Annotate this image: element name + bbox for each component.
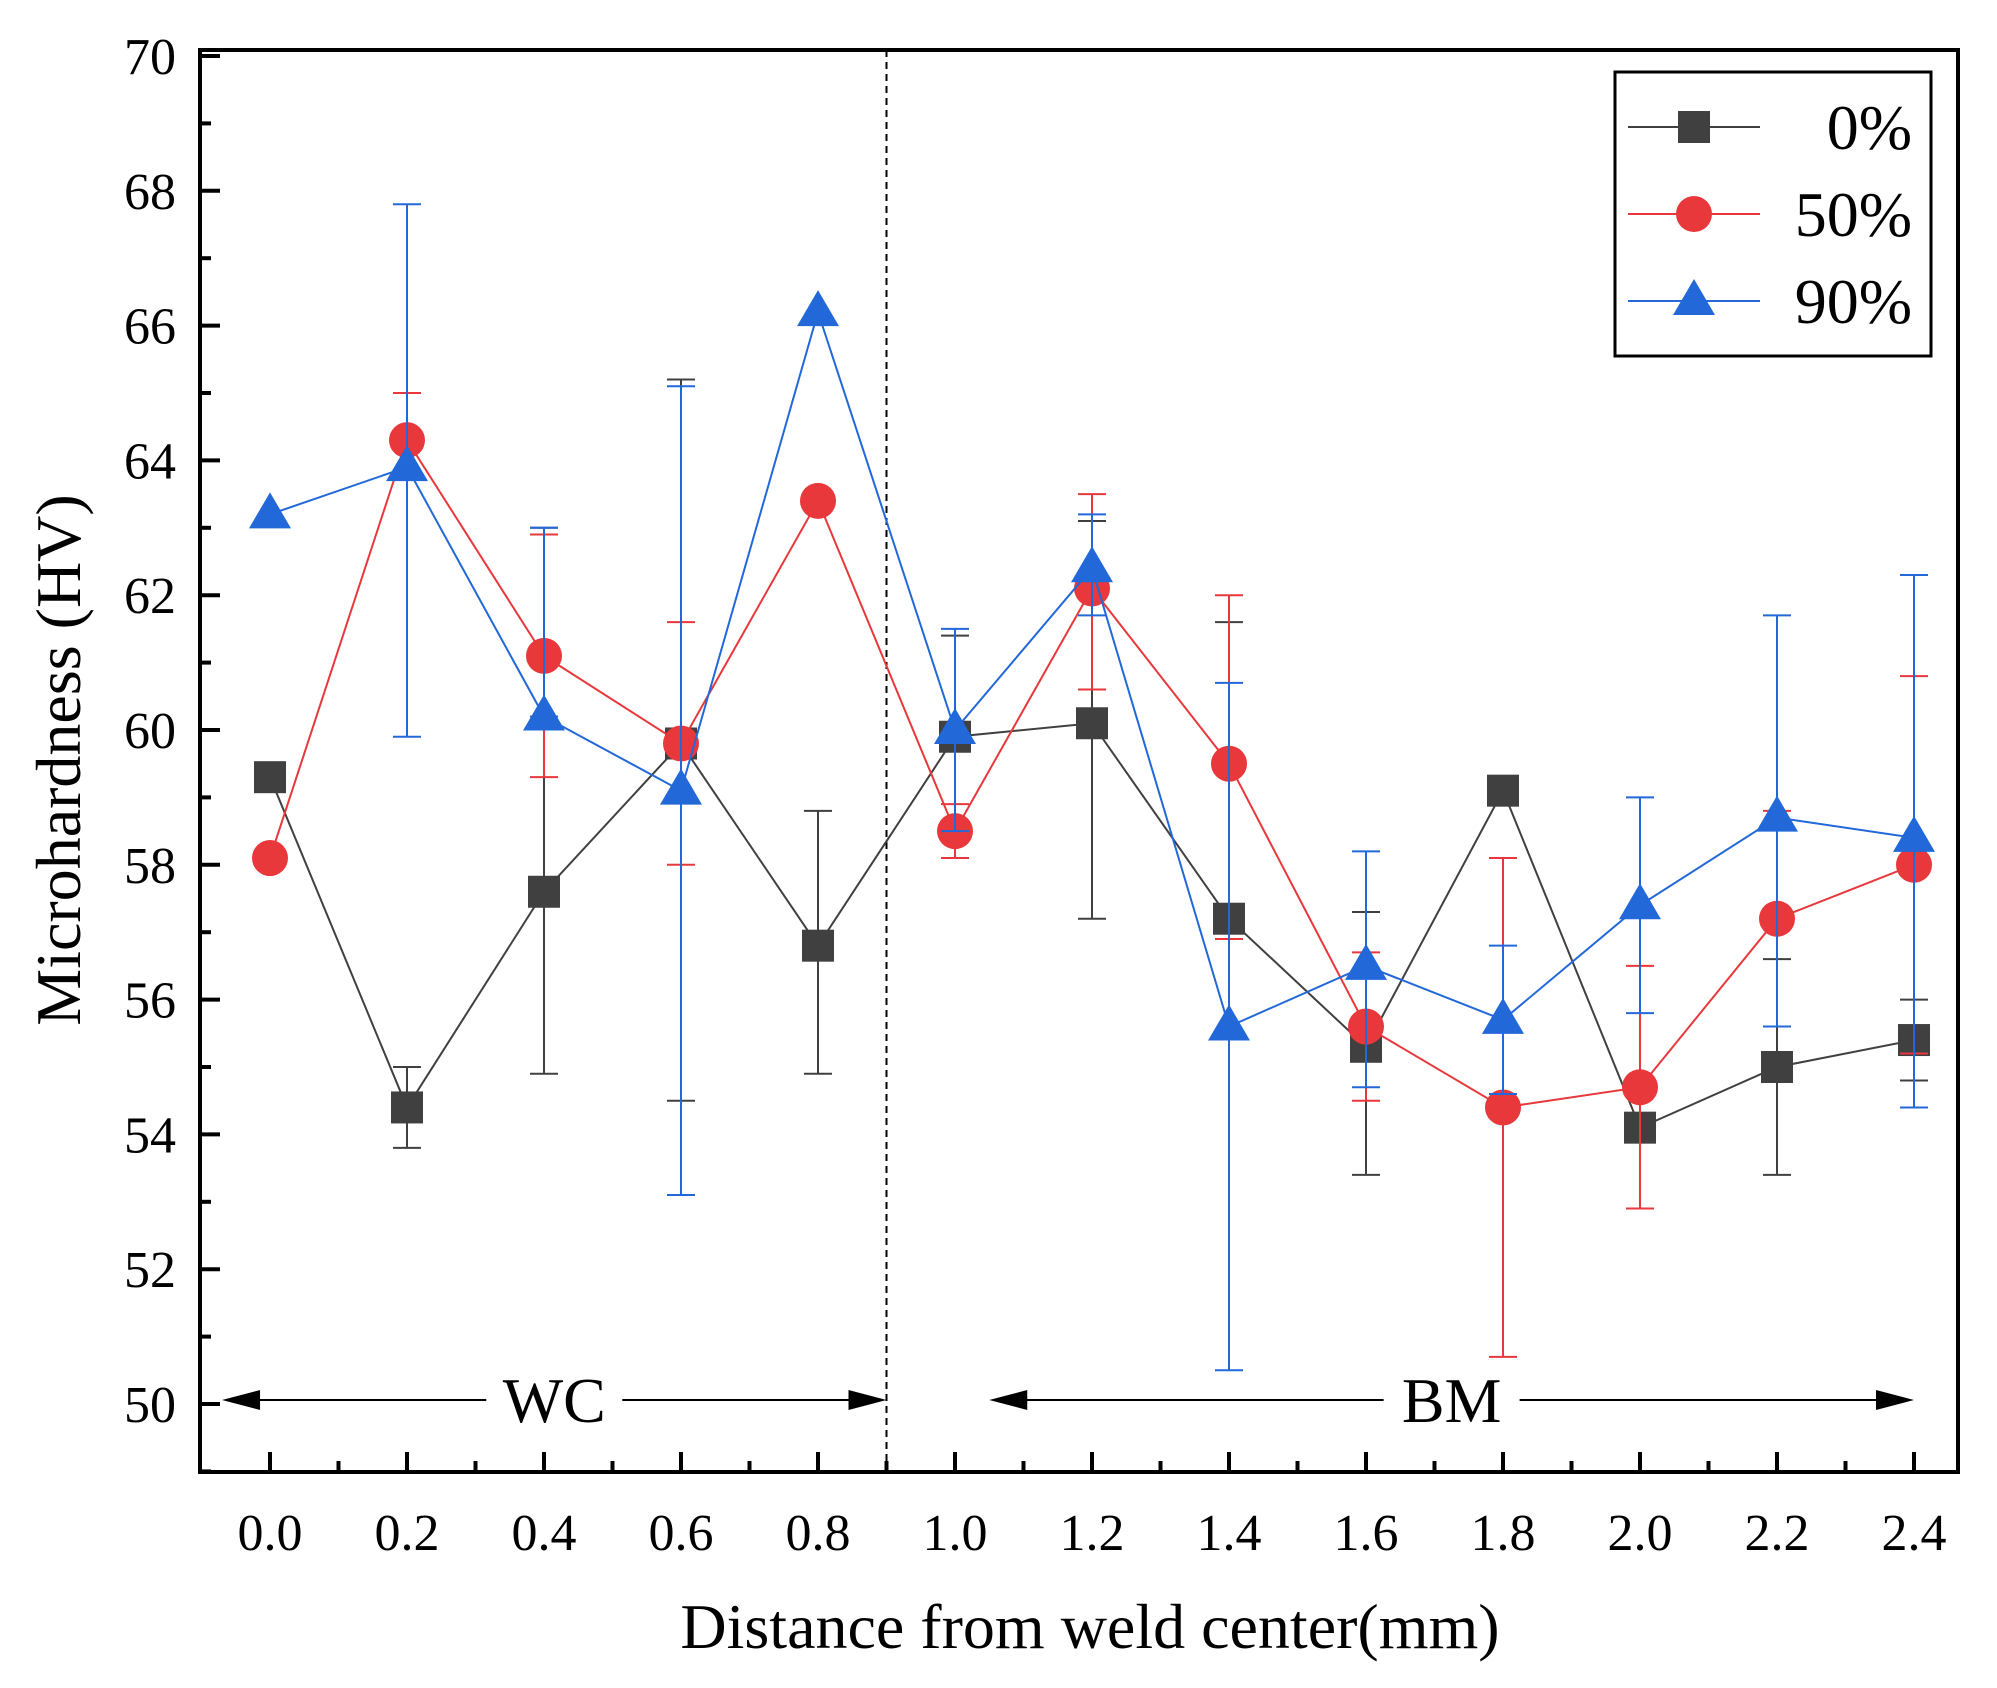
y-tick-label: 60 [124,703,176,760]
x-tick-label: 1.0 [923,1505,988,1562]
y-tick-label: 68 [124,164,176,221]
series-group [249,203,1935,1372]
x-tick-label: 0.8 [786,1505,851,1562]
data-point [528,875,560,908]
x-tick-label: 1.8 [1471,1505,1536,1562]
data-point [1345,943,1387,980]
legend: 0% 50% 90% [1613,70,1933,358]
x-tick-label: 1.6 [1334,1505,1399,1562]
data-point [1485,1089,1521,1126]
y-tick-label: 66 [124,299,176,356]
data-point [1076,707,1108,740]
data-point [1893,815,1935,852]
legend-item: 50% [1628,179,1912,250]
plot-frame [198,48,1960,1474]
legend-label: 0% [1827,92,1912,163]
data-point [934,708,976,744]
legend-marker [1673,279,1715,315]
x-tick-label: 0.4 [512,1505,577,1562]
data-point [386,445,428,482]
y-tick-label: 50 [124,1377,176,1434]
x-tick-label: 1.4 [1197,1505,1262,1562]
series-90pct [249,203,1935,1372]
data-point [1761,1051,1793,1083]
data-point [800,482,836,519]
y-tick-label: 64 [124,433,176,490]
data-point [1482,997,1524,1034]
x-tick-label: 0.6 [649,1505,714,1562]
legend-marker [1678,111,1710,143]
x-tick-label: 2.0 [1608,1505,1673,1562]
x-axis-title: Distance from weld center(mm) [680,1591,1499,1662]
region-annotation: BM [989,1365,1914,1436]
legend-item: 0% [1628,92,1912,163]
data-point [252,840,288,877]
x-tick-label: 0.2 [375,1505,440,1562]
legend-label: 90% [1795,266,1912,337]
region-label: WC [503,1365,606,1436]
x-tick-label: 1.2 [1060,1505,1125,1562]
arrow-left-icon [222,1390,261,1410]
legend-label: 50% [1795,179,1912,250]
data-point [1071,546,1113,583]
data-point [660,768,702,805]
x-tick-label: 2.2 [1745,1505,1810,1562]
arrow-right-icon [1876,1390,1914,1410]
data-point [391,1091,423,1124]
data-point [1622,1069,1658,1106]
plot-frame-group [198,48,1960,1474]
data-point [249,492,291,529]
y-tick-label: 62 [124,568,176,625]
legend-item: 90% [1628,266,1912,337]
legend-marker [1676,196,1712,232]
data-point [523,694,565,731]
axes-group: 0.0 0.2 0.4 0.6 0.8 1.0 1.2 1.4 1.6 1.8 2.0 2.2 2.4 5… [124,29,1947,1562]
data-point [802,929,834,962]
data-point [1208,1004,1250,1041]
y-tick-label: 56 [124,973,176,1030]
y-axis-title: Microhardness (HV) [23,494,94,1025]
x-tick-label: 2.4 [1882,1505,1947,1562]
y-tick-label: 58 [124,838,176,895]
data-point [1487,774,1519,807]
y-tick-label: 54 [124,1107,176,1164]
arrow-right-icon [848,1390,887,1410]
data-point [1756,795,1798,832]
y-tick-label: 52 [124,1242,176,1299]
data-point [1619,883,1661,920]
region-annotation: WC [222,1365,887,1436]
y-tick-label: 70 [124,29,176,86]
arrow-left-icon [989,1390,1028,1410]
x-tick-label: 0.0 [238,1505,303,1562]
data-point [797,290,839,327]
region-label: BM [1402,1365,1502,1436]
region-annotations: WC BM [222,1365,1914,1436]
data-point [254,761,286,794]
